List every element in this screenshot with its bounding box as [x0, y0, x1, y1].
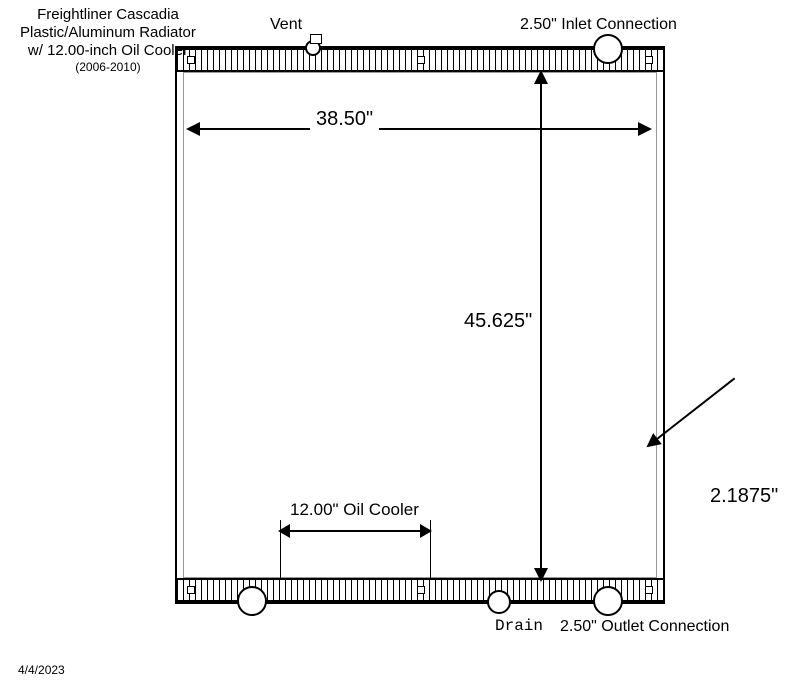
bottom-left-port-icon [237, 586, 267, 616]
bolt-icon [187, 586, 195, 594]
drain-label: Drain [495, 617, 543, 635]
oil-cooler-dimension-value: 12.00" Oil Cooler [286, 500, 423, 520]
height-dimension-value: 45.625" [458, 310, 538, 333]
oil-cooler-ext-left [280, 520, 281, 580]
oil-cooler-ext-right [430, 520, 431, 580]
outlet-port-icon [593, 586, 623, 616]
inlet-label: 2.50" Inlet Connection [520, 16, 677, 34]
vent-label: Vent [270, 16, 302, 34]
bolt-icon [645, 56, 653, 64]
title-block: Freightliner Cascadia Plastic/Aluminum R… [20, 6, 196, 74]
thickness-dimension-value: 2.1875" [710, 485, 778, 508]
height-dimension-line [540, 72, 542, 580]
inlet-port-icon [593, 34, 623, 64]
title-years: (2006-2010) [20, 60, 196, 74]
bolt-icon [187, 56, 195, 64]
title-line2: Plastic/Aluminum Radiator [20, 24, 196, 42]
drain-port-icon [487, 590, 511, 614]
title-line1: Freightliner Cascadia [20, 6, 196, 24]
width-dimension-line [188, 128, 650, 130]
bolt-icon [417, 586, 425, 594]
outlet-label: 2.50" Outlet Connection [560, 618, 729, 636]
vent-port-icon [305, 40, 321, 56]
title-line3: w/ 12.00-inch Oil Cooler [20, 42, 196, 60]
bolt-icon [645, 586, 653, 594]
date-label: 4/4/2023 [18, 663, 65, 677]
bolt-icon [417, 56, 425, 64]
oil-cooler-dimension-line [280, 530, 430, 532]
width-dimension-value: 38.50" [310, 108, 379, 131]
